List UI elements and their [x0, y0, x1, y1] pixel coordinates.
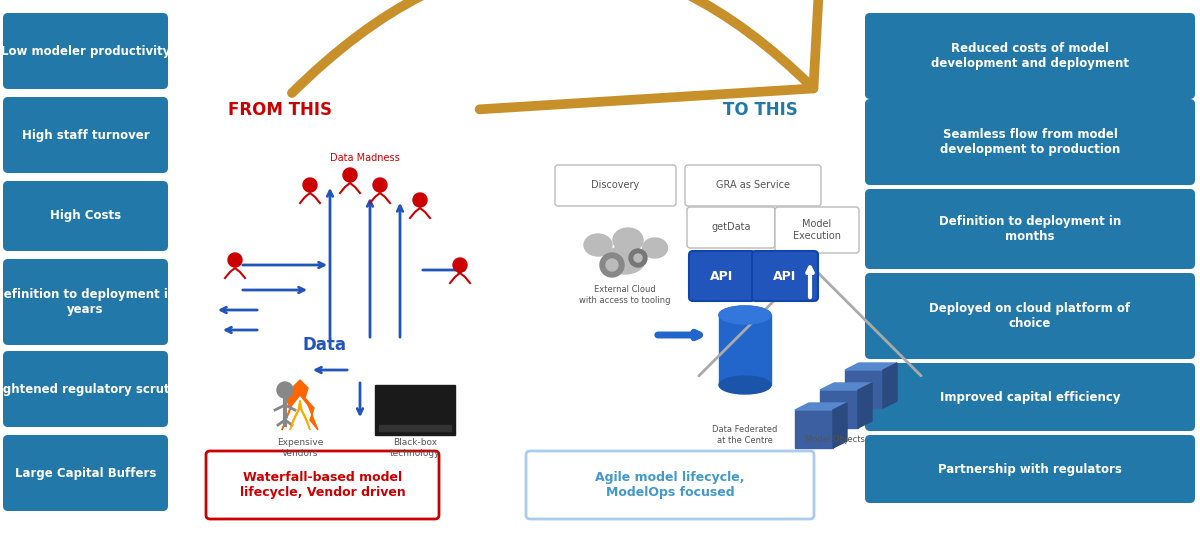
Text: getData: getData — [712, 222, 751, 233]
Text: Data Madness: Data Madness — [330, 153, 400, 163]
FancyBboxPatch shape — [2, 259, 168, 345]
FancyBboxPatch shape — [865, 99, 1195, 185]
FancyBboxPatch shape — [865, 13, 1195, 99]
Circle shape — [600, 253, 624, 277]
FancyBboxPatch shape — [865, 273, 1195, 359]
FancyBboxPatch shape — [2, 435, 168, 511]
Bar — [820, 390, 858, 428]
Text: Deployed on cloud platform of
choice: Deployed on cloud platform of choice — [930, 302, 1130, 330]
Text: Black-box
technology: Black-box technology — [390, 438, 440, 458]
FancyBboxPatch shape — [865, 435, 1195, 503]
FancyBboxPatch shape — [865, 363, 1195, 431]
Ellipse shape — [719, 376, 772, 394]
FancyBboxPatch shape — [689, 251, 755, 301]
Circle shape — [634, 254, 642, 262]
FancyBboxPatch shape — [206, 451, 439, 519]
Text: Waterfall-based model
lifecycle, Vendor driven: Waterfall-based model lifecycle, Vendor … — [240, 471, 406, 499]
Text: Expensive
Vendors: Expensive Vendors — [277, 438, 323, 458]
Text: Model
Execution: Model Execution — [793, 219, 841, 241]
Bar — [374, 385, 455, 435]
Ellipse shape — [642, 238, 667, 258]
FancyBboxPatch shape — [526, 451, 814, 519]
Bar — [845, 370, 883, 408]
Text: Definition to deployment in
months: Definition to deployment in months — [938, 215, 1121, 243]
Text: External Cloud
with access to tooling: External Cloud with access to tooling — [580, 285, 671, 305]
Text: Model Objects: Model Objects — [805, 435, 865, 444]
FancyBboxPatch shape — [865, 189, 1195, 269]
Ellipse shape — [605, 246, 646, 274]
FancyBboxPatch shape — [775, 207, 859, 253]
Text: Improved capital efficiency: Improved capital efficiency — [940, 390, 1121, 403]
Text: Partnership with regulators: Partnership with regulators — [938, 462, 1122, 476]
Polygon shape — [883, 363, 898, 408]
Polygon shape — [833, 403, 847, 448]
Text: Heightened regulatory scrutiny: Heightened regulatory scrutiny — [0, 382, 190, 395]
Ellipse shape — [613, 228, 643, 252]
Circle shape — [629, 249, 647, 267]
Bar — [796, 410, 833, 448]
Polygon shape — [796, 403, 847, 410]
Text: High staff turnover: High staff turnover — [22, 129, 149, 141]
FancyBboxPatch shape — [2, 181, 168, 251]
Circle shape — [454, 258, 467, 272]
Circle shape — [606, 259, 618, 271]
Ellipse shape — [719, 306, 772, 324]
Ellipse shape — [584, 234, 612, 256]
Text: Discovery: Discovery — [592, 180, 640, 191]
FancyBboxPatch shape — [2, 13, 168, 89]
Polygon shape — [282, 380, 318, 430]
Text: Data Federated
at the Centre: Data Federated at the Centre — [713, 426, 778, 445]
Circle shape — [343, 168, 358, 182]
FancyBboxPatch shape — [752, 251, 818, 301]
FancyBboxPatch shape — [2, 351, 168, 427]
Bar — [379, 425, 451, 431]
Text: API: API — [773, 269, 797, 282]
Polygon shape — [290, 400, 310, 430]
Polygon shape — [820, 383, 872, 390]
Text: FROM THIS: FROM THIS — [228, 101, 332, 119]
Polygon shape — [845, 363, 898, 370]
Text: GRA as Service: GRA as Service — [716, 180, 790, 191]
FancyBboxPatch shape — [686, 207, 775, 248]
Text: API: API — [710, 269, 733, 282]
Ellipse shape — [719, 306, 772, 324]
FancyBboxPatch shape — [2, 97, 168, 173]
Text: Reduced costs of model
development and deployment: Reduced costs of model development and d… — [931, 42, 1129, 70]
Circle shape — [413, 193, 427, 207]
Text: Seamless flow from model
development to production: Seamless flow from model development to … — [940, 128, 1120, 156]
Circle shape — [228, 253, 242, 267]
Polygon shape — [858, 383, 872, 428]
Text: Large Capital Buffers: Large Capital Buffers — [14, 467, 156, 480]
FancyBboxPatch shape — [554, 165, 676, 206]
Bar — [719, 315, 772, 385]
Text: TO THIS: TO THIS — [722, 101, 797, 119]
Text: Low modeler productivity: Low modeler productivity — [1, 44, 170, 57]
Text: Definition to deployment in
years: Definition to deployment in years — [0, 288, 176, 316]
Circle shape — [373, 178, 386, 192]
Text: Data: Data — [302, 336, 347, 354]
Circle shape — [277, 382, 293, 398]
FancyBboxPatch shape — [685, 165, 821, 206]
Text: Agile model lifecycle,
ModelOps focused: Agile model lifecycle, ModelOps focused — [595, 471, 745, 499]
Text: High Costs: High Costs — [50, 210, 121, 222]
Circle shape — [302, 178, 317, 192]
